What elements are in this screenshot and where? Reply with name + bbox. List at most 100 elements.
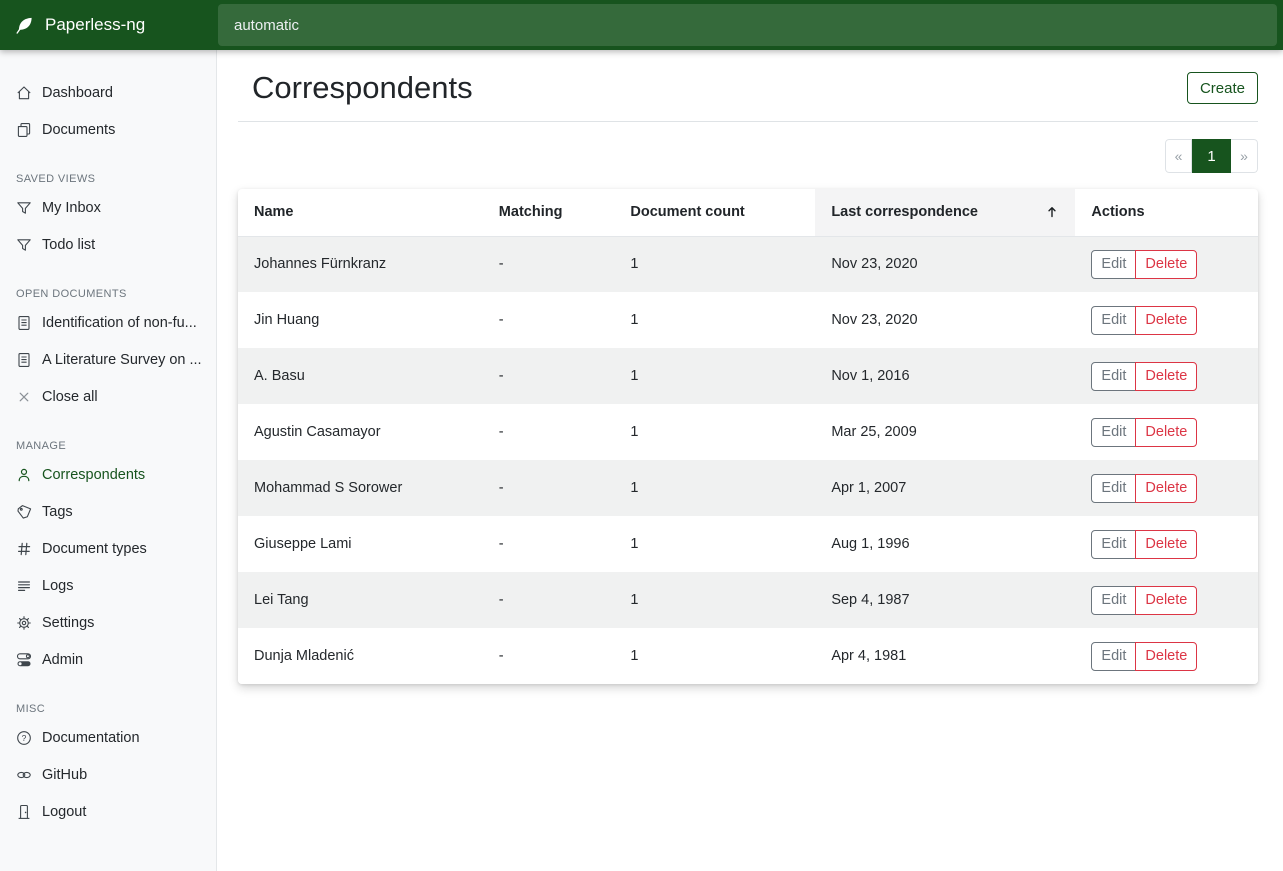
brand[interactable]: Paperless-ng bbox=[0, 0, 217, 50]
table-row: Johannes Fürnkranz - 1 Nov 23, 2020 Edit… bbox=[238, 236, 1258, 292]
cell-matching: - bbox=[498, 536, 504, 552]
cell-matching: - bbox=[498, 312, 504, 328]
cell-name: Mohammad S Sorower bbox=[254, 480, 403, 496]
cell-actions: Edit Delete bbox=[1075, 348, 1258, 404]
pagination-next-button[interactable]: » bbox=[1231, 139, 1258, 173]
sidebar-item-label: GitHub bbox=[42, 766, 88, 783]
sidebar-item-tags[interactable]: Tags bbox=[0, 493, 216, 530]
section-open-documents: OPEN DOCUMENTS bbox=[16, 288, 127, 300]
column-header-document-count[interactable]: Document count bbox=[614, 189, 816, 237]
sidebar-item-label: Correspondents bbox=[42, 466, 146, 483]
delete-button[interactable]: Delete bbox=[1135, 305, 1198, 335]
cell-document-count: 1 bbox=[630, 648, 639, 664]
pagination-prev-button[interactable]: « bbox=[1165, 139, 1192, 173]
sidebar-item-logs[interactable]: Logs bbox=[0, 567, 216, 604]
sidebar-item-dashboard[interactable]: Dashboard bbox=[0, 74, 216, 111]
sidebar-item-documents[interactable]: Documents bbox=[0, 111, 216, 148]
cell-actions: Edit Delete bbox=[1075, 628, 1258, 684]
table-row: A. Basu - 1 Nov 1, 2016 Edit Delete bbox=[238, 348, 1258, 404]
link-icon bbox=[16, 767, 32, 783]
tag-icon bbox=[16, 504, 32, 520]
cell-name: Dunja Mladenić bbox=[254, 648, 354, 664]
cell-actions: Edit Delete bbox=[1075, 460, 1258, 516]
edit-button[interactable]: Edit bbox=[1091, 305, 1137, 335]
close-icon bbox=[16, 389, 32, 405]
edit-button[interactable]: Edit bbox=[1091, 585, 1137, 615]
edit-button[interactable]: Edit bbox=[1091, 641, 1137, 671]
table-row: Jin Huang - 1 Nov 23, 2020 Edit Delete bbox=[238, 292, 1258, 348]
edit-button[interactable]: Edit bbox=[1091, 473, 1137, 503]
sidebar-item-label: Logs bbox=[42, 577, 74, 594]
cell-document-count: 1 bbox=[630, 536, 639, 552]
cell-name: Agustin Casamayor bbox=[254, 424, 381, 440]
table-row: Agustin Casamayor - 1 Mar 25, 2009 Edit … bbox=[238, 404, 1258, 460]
sidebar-item-label: Document types bbox=[42, 540, 147, 557]
files-icon bbox=[16, 122, 32, 138]
leaf-logo-icon bbox=[15, 16, 34, 35]
sidebar-item-close-all[interactable]: Close all bbox=[0, 378, 216, 415]
edit-button[interactable]: Edit bbox=[1091, 529, 1137, 559]
cell-document-count: 1 bbox=[630, 312, 639, 328]
gear-icon bbox=[16, 615, 32, 631]
column-header-actions: Actions bbox=[1075, 189, 1258, 237]
cell-document-count: 1 bbox=[630, 424, 639, 440]
cell-actions: Edit Delete bbox=[1075, 572, 1258, 628]
table-header-row: Name Matching Document count Last corres… bbox=[238, 189, 1258, 237]
sidebar-item-github[interactable]: GitHub bbox=[0, 756, 216, 793]
cell-last-correspondence: Aug 1, 1996 bbox=[831, 536, 910, 552]
cell-actions: Edit Delete bbox=[1075, 292, 1258, 348]
delete-button[interactable]: Delete bbox=[1135, 585, 1198, 615]
cell-last-correspondence: Apr 1, 2007 bbox=[831, 480, 907, 496]
sidebar-item-documentation[interactable]: ? Documentation bbox=[0, 719, 216, 756]
delete-button[interactable]: Delete bbox=[1135, 249, 1198, 279]
column-header-name[interactable]: Name bbox=[238, 189, 483, 237]
sidebar-item-open-document-2[interactable]: A Literature Survey on ... bbox=[0, 341, 216, 378]
sidebar-item-settings[interactable]: Settings bbox=[0, 604, 216, 641]
sidebar-item-label: Todo list bbox=[42, 236, 96, 253]
cell-name: Johannes Fürnkranz bbox=[254, 256, 387, 273]
sidebar-item-correspondents[interactable]: Correspondents bbox=[0, 456, 216, 493]
filter-icon bbox=[16, 200, 32, 216]
column-header-last-correspondence[interactable]: Last correspondence bbox=[815, 189, 1076, 237]
sidebar-item-label: Documents bbox=[42, 121, 116, 138]
main-content: Correspondents Create « 1 » Name Matchin… bbox=[217, 50, 1283, 871]
sidebar-item-label: Settings bbox=[42, 614, 95, 631]
section-manage: MANAGE bbox=[16, 440, 67, 452]
sidebar-item-label: Identification of non-fu... bbox=[42, 314, 197, 331]
pagination-page-1-button[interactable]: 1 bbox=[1192, 139, 1231, 173]
sidebar-item-open-document-1[interactable]: Identification of non-fu... bbox=[0, 304, 216, 341]
column-header-matching[interactable]: Matching bbox=[482, 189, 615, 237]
create-button[interactable]: Create bbox=[1186, 72, 1258, 104]
sidebar-item-logout[interactable]: Logout bbox=[0, 793, 216, 830]
global-search-input[interactable] bbox=[218, 4, 1277, 46]
cell-last-correspondence: Nov 1, 2016 bbox=[831, 368, 910, 384]
table-row: Lei Tang - 1 Sep 4, 1987 Edit Delete bbox=[238, 572, 1258, 628]
svg-text:?: ? bbox=[22, 733, 27, 743]
delete-button[interactable]: Delete bbox=[1135, 473, 1198, 503]
cell-matching: - bbox=[498, 648, 504, 664]
house-icon bbox=[16, 85, 32, 101]
sidebar-item-admin[interactable]: Admin bbox=[0, 641, 216, 678]
list-icon bbox=[16, 578, 32, 594]
delete-button[interactable]: Delete bbox=[1135, 361, 1198, 391]
column-header-label: Last correspondence bbox=[831, 204, 978, 221]
edit-button[interactable]: Edit bbox=[1091, 417, 1137, 447]
cell-name: A. Basu bbox=[254, 368, 305, 384]
sidebar-item-label: Tags bbox=[42, 503, 73, 520]
sidebar-item-my-inbox[interactable]: My Inbox bbox=[0, 189, 216, 226]
sidebar-item-todo-list[interactable]: Todo list bbox=[0, 226, 216, 263]
sidebar-item-label: Dashboard bbox=[42, 84, 113, 101]
edit-button[interactable]: Edit bbox=[1091, 361, 1137, 391]
sidebar-item-label: Admin bbox=[42, 651, 84, 668]
cell-last-correspondence: Apr 4, 1981 bbox=[831, 648, 907, 664]
section-misc: MISC bbox=[16, 703, 46, 715]
sidebar-item-label: Logout bbox=[42, 803, 87, 820]
delete-button[interactable]: Delete bbox=[1135, 417, 1198, 447]
delete-button[interactable]: Delete bbox=[1135, 641, 1198, 671]
delete-button[interactable]: Delete bbox=[1135, 529, 1198, 559]
sidebar-item-document-types[interactable]: Document types bbox=[0, 530, 216, 567]
correspondents-table-card: Name Matching Document count Last corres… bbox=[238, 189, 1258, 684]
cell-name: Giuseppe Lami bbox=[254, 536, 352, 552]
edit-button[interactable]: Edit bbox=[1091, 249, 1137, 279]
cell-last-correspondence: Sep 4, 1987 bbox=[831, 592, 910, 608]
